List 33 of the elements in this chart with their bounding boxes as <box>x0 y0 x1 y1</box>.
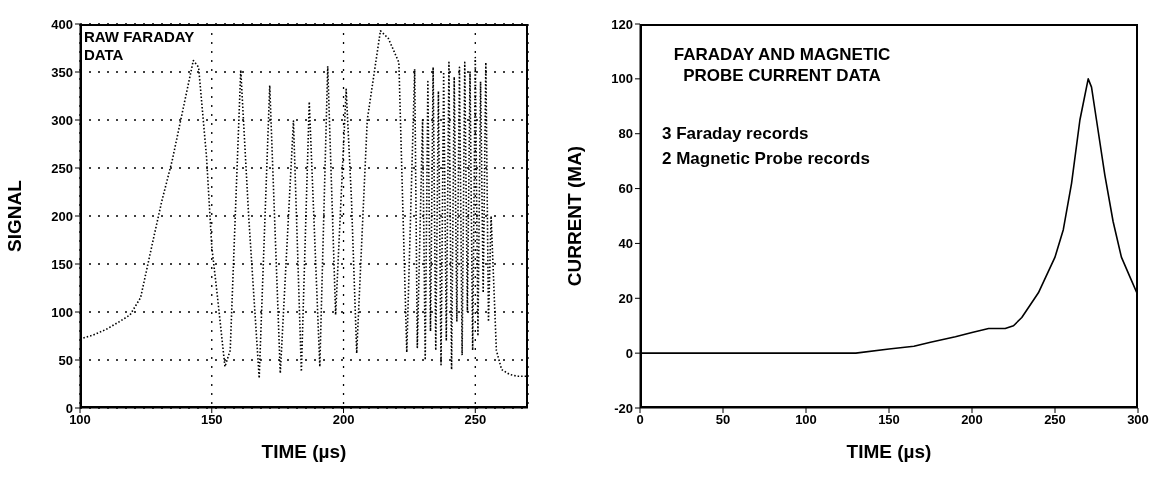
y-tick-label: 300 <box>51 112 73 128</box>
y-tick-label: 60 <box>618 181 633 197</box>
x-tick-label: 50 <box>715 412 731 428</box>
y-tick-label: 120 <box>611 16 633 32</box>
y-tick-label: 20 <box>618 290 633 306</box>
y-tick-label: 200 <box>51 208 73 224</box>
x-tick-label: 150 <box>878 412 900 428</box>
x-tick-label: 300 <box>1127 412 1149 428</box>
text: FARADAY AND MAGNETIC PROBE CURRENT DATA <box>672 44 892 86</box>
x-tick-label: 250 <box>1044 412 1066 428</box>
x-axis-title: TIME (µs) <box>846 441 932 462</box>
x-tick-label: 250 <box>464 412 487 428</box>
x-tick-label: 100 <box>795 412 817 428</box>
y-tick-label: -20 <box>614 400 633 416</box>
text: RAW FARADAY DATA <box>84 28 196 64</box>
y-tick-label: 0 <box>625 345 633 361</box>
y-tick-label: 100 <box>51 304 73 320</box>
y-tick-label: 80 <box>618 126 633 142</box>
y-tick-label: 150 <box>51 256 73 272</box>
x-axis-title: TIME (µs) <box>261 441 347 462</box>
y-axis-title: SIGNAL <box>3 179 25 252</box>
y-tick-label: 400 <box>51 16 73 32</box>
x-tick-label: 200 <box>961 412 983 428</box>
x-tick-label: 150 <box>200 412 223 428</box>
annotation: 2 Magnetic Probe records <box>662 149 870 169</box>
x-tick-label: 0 <box>636 412 644 428</box>
annotation: 3 Faraday records <box>662 124 809 144</box>
y-tick-label: 40 <box>618 236 633 252</box>
y-tick-label: 350 <box>51 64 73 80</box>
y-tick-label: 100 <box>611 71 633 87</box>
y-tick-label: 250 <box>51 160 73 176</box>
x-tick-label: 200 <box>332 412 355 428</box>
y-tick-label: 50 <box>58 352 73 368</box>
